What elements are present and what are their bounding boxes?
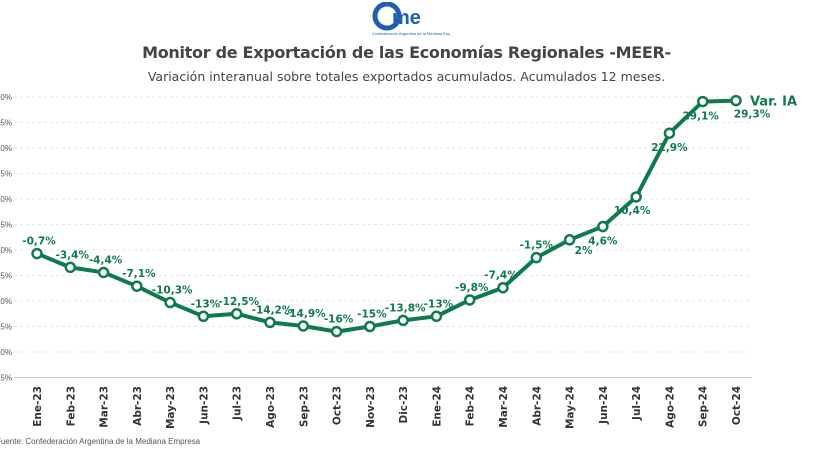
data-label: -15% (357, 309, 387, 321)
y-tick-label: -20% (0, 348, 12, 357)
x-tick-label: May-24 (565, 386, 577, 429)
y-tick-label: -25% (0, 374, 12, 383)
x-tick-label: Oct-23 (332, 386, 344, 425)
data-point (430, 310, 443, 323)
x-tick-label: Jun-23 (198, 386, 210, 425)
data-label: 29,3% (734, 109, 771, 121)
data-label: -4,4% (89, 254, 123, 266)
came-logo: me Confederación Argentina de la Mediana… (370, 1, 460, 38)
x-tick-label: Ago-23 (265, 386, 277, 428)
series-name-label: Var. IA (750, 95, 797, 110)
x-tick-label: Jul-24 (631, 386, 643, 421)
chart-subtitle: Variación interanual sobre totales expor… (147, 69, 666, 84)
x-tick-label: Oct-24 (731, 386, 743, 425)
data-point (31, 247, 43, 260)
x-tick-label: Ago-24 (664, 386, 676, 428)
x-tick-label: Mar-24 (498, 386, 510, 428)
data-point (497, 281, 509, 294)
data-label: -10,3% (152, 285, 193, 297)
y-tick-label: 15% (0, 170, 12, 179)
x-tick-label: Ene-24 (431, 386, 443, 427)
data-point (630, 191, 642, 203)
data-point (264, 316, 276, 329)
chart-title: Monitor de Exportación de las Economías … (142, 43, 671, 62)
y-tick-label: 0% (0, 246, 12, 255)
x-tick-label: Ene-23 (32, 386, 44, 427)
x-tick-label: Abr-23 (132, 386, 144, 426)
data-label: 10,4% (614, 205, 651, 217)
data-label: 4,6% (588, 236, 618, 248)
series-line (36, 98, 737, 334)
data-point (397, 314, 409, 327)
y-tick-label: -5% (0, 272, 12, 281)
data-point (530, 251, 543, 264)
svg-text:me: me (392, 7, 421, 29)
data-label: 22,9% (651, 142, 688, 154)
y-tick-label: -10% (0, 297, 12, 306)
data-point (97, 266, 110, 279)
data-label: -13% (191, 298, 221, 310)
data-label: -13% (424, 298, 454, 310)
data-point (696, 95, 709, 108)
x-tick-label: Feb-24 (465, 386, 477, 426)
data-point (364, 320, 376, 333)
data-point (230, 308, 243, 320)
x-tick-label: Dic-23 (398, 386, 410, 424)
x-tick-label: Mar-23 (99, 386, 111, 428)
data-label: 2% (575, 245, 593, 257)
x-tick-label: May-23 (165, 386, 177, 429)
data-point (197, 310, 210, 323)
y-tick-label: 10% (0, 195, 12, 204)
data-point (164, 296, 176, 309)
x-tick-label: Feb-23 (65, 386, 77, 426)
data-label: -1,5% (520, 240, 554, 252)
data-label: -13,8% (385, 302, 426, 314)
data-point (131, 280, 143, 292)
y-tick-label: 25% (0, 119, 12, 128)
data-point (597, 220, 609, 233)
y-tick-label: 5% (0, 221, 12, 230)
x-tick-label: Nov-23 (365, 386, 377, 428)
data-label: -14,2% (252, 304, 293, 316)
y-tick-label: 30% (0, 93, 12, 102)
data-label: -7,4% (484, 270, 518, 282)
data-label: -7,1% (122, 268, 156, 280)
x-tick-label: Jun-24 (598, 386, 610, 425)
data-label: 29,1% (682, 111, 719, 123)
svg-text:Confederación Argentina de la: Confederación Argentina de la Mediana Em… (372, 31, 450, 36)
data-label: -0,7% (22, 236, 56, 248)
x-tick-label: Sep-23 (298, 386, 310, 427)
y-tick-label: 20% (0, 144, 12, 153)
data-label: -9,8% (455, 282, 489, 294)
data-label: -16% (324, 314, 354, 326)
x-tick-label: Sep-24 (698, 386, 710, 427)
data-point (663, 127, 676, 139)
data-label: -14,9% (285, 308, 326, 320)
data-point (563, 234, 576, 246)
data-point (297, 320, 310, 332)
data-label: -12,5% (218, 296, 259, 308)
data-point (463, 294, 476, 306)
data-point (64, 261, 77, 274)
data-label: -3,4% (56, 249, 90, 261)
data-point (730, 94, 742, 107)
x-tick-label: Abr-24 (531, 386, 543, 426)
x-tick-label: Jul-23 (232, 386, 244, 421)
data-point (330, 325, 343, 338)
source-note: Fuente: Confederación Argentina de la Me… (0, 437, 201, 446)
y-tick-label: -15% (0, 323, 12, 332)
